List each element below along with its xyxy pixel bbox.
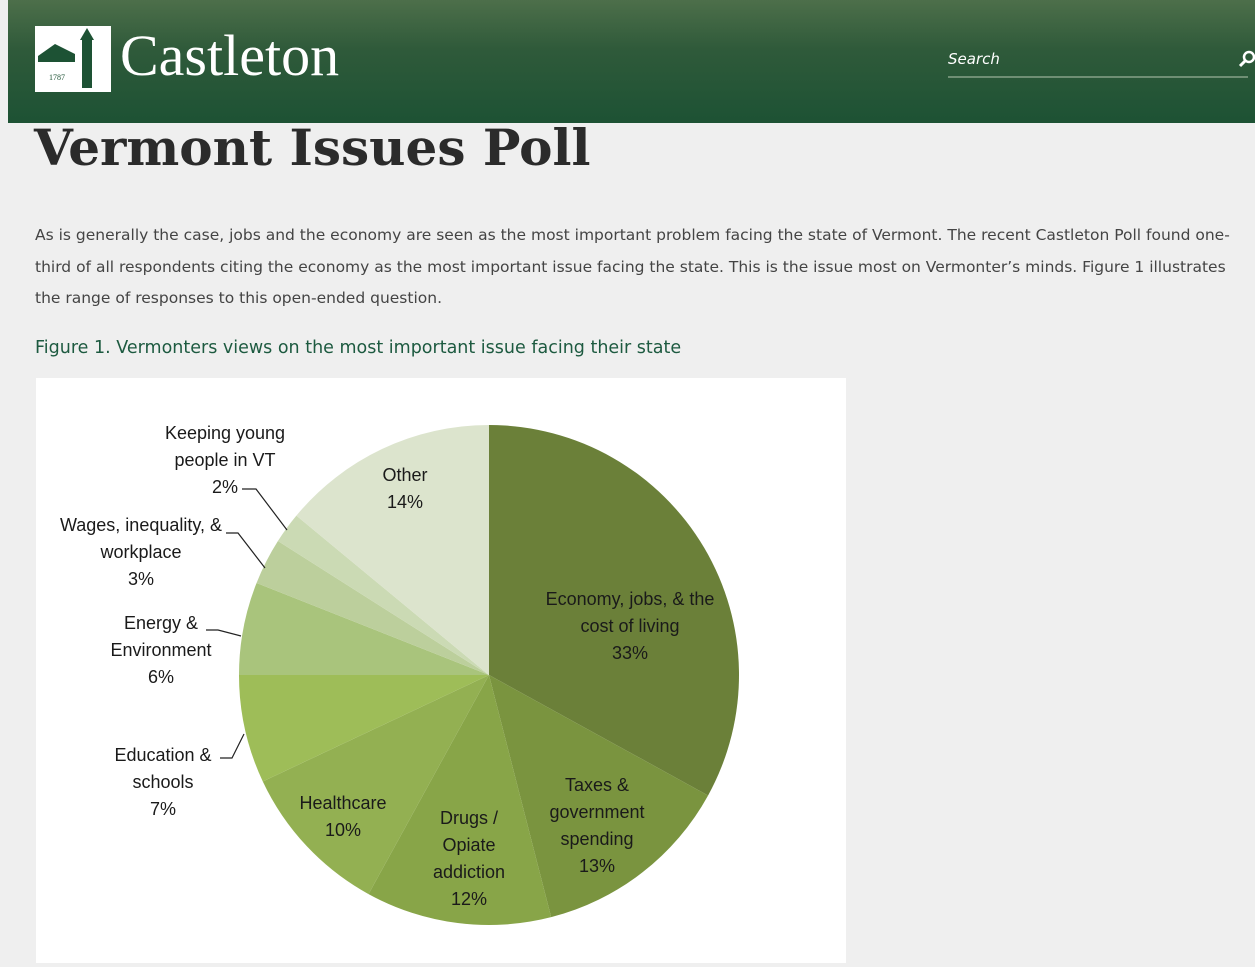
header: 1787 Castleton Search <box>8 0 1255 123</box>
category-label: Drugs / Opiate addiction <box>432 808 506 882</box>
pie-slice <box>296 425 489 675</box>
value-label: 13% <box>578 856 616 876</box>
category-label: Taxes & government spending <box>549 775 645 849</box>
category-label: Education & schools <box>114 745 212 792</box>
category-label: Keeping young people in VT <box>164 423 286 470</box>
pie-slice <box>239 675 489 782</box>
value-label: 6% <box>147 667 174 687</box>
category-label: Wages, inequality, & workplace <box>59 515 223 562</box>
pie-slice <box>277 515 489 675</box>
chart: Economy, jobs, & the cost of living 33% Ta… <box>36 378 846 963</box>
slice-label: Keeping young people in VT 2% <box>145 420 305 501</box>
value-label: 14% <box>386 492 424 512</box>
figure-caption: Figure 1. Vermonters views on the most i… <box>35 338 682 358</box>
search-box[interactable]: Search <box>948 48 1255 78</box>
page-title: Vermont Issues Poll <box>34 118 591 177</box>
category-label: Other <box>382 465 428 485</box>
value-label: 3% <box>127 569 154 589</box>
leader-line <box>226 532 266 569</box>
value-label: 2% <box>211 477 238 497</box>
pie-slice <box>368 675 552 926</box>
leader-line <box>206 629 242 637</box>
pie-slice <box>262 675 489 895</box>
leader-line <box>220 733 245 759</box>
category-label: Energy & Environment <box>110 613 212 660</box>
category-label: Healthcare <box>299 793 387 813</box>
slice-label: Other 14% <box>365 462 445 516</box>
search-placeholder: Search <box>948 50 1000 68</box>
pie-slice <box>489 675 709 918</box>
slice-label: Taxes & government spending 13% <box>527 772 667 880</box>
category-label: Economy, jobs, & the cost of living <box>545 589 715 636</box>
pie-slice <box>256 541 489 675</box>
leader-line <box>242 488 288 531</box>
search-icon[interactable] <box>1238 50 1255 68</box>
logo-text[interactable]: Castleton <box>120 23 340 88</box>
logo-icon[interactable]: 1787 <box>35 26 111 92</box>
pie-slice <box>239 582 489 675</box>
slice-label: Energy & Environment 6% <box>96 610 226 691</box>
slice-label: Drugs / Opiate addiction 12% <box>419 805 519 913</box>
value-label: 12% <box>450 889 488 909</box>
slice-label: Healthcare 10% <box>288 790 398 844</box>
paragraph: As is generally the case, jobs and the e… <box>35 226 1230 307</box>
value-label: 10% <box>324 820 362 840</box>
pie-chart <box>206 425 740 926</box>
value-label: 7% <box>149 799 176 819</box>
pie-slice <box>489 425 740 796</box>
slice-label: Education & schools 7% <box>98 742 228 823</box>
value-label: 33% <box>611 643 649 663</box>
slice-label: Economy, jobs, & the cost of living 33% <box>535 586 725 667</box>
logo-year: 1787 <box>49 73 65 82</box>
slice-label: Wages, inequality, & workplace 3% <box>46 512 236 593</box>
